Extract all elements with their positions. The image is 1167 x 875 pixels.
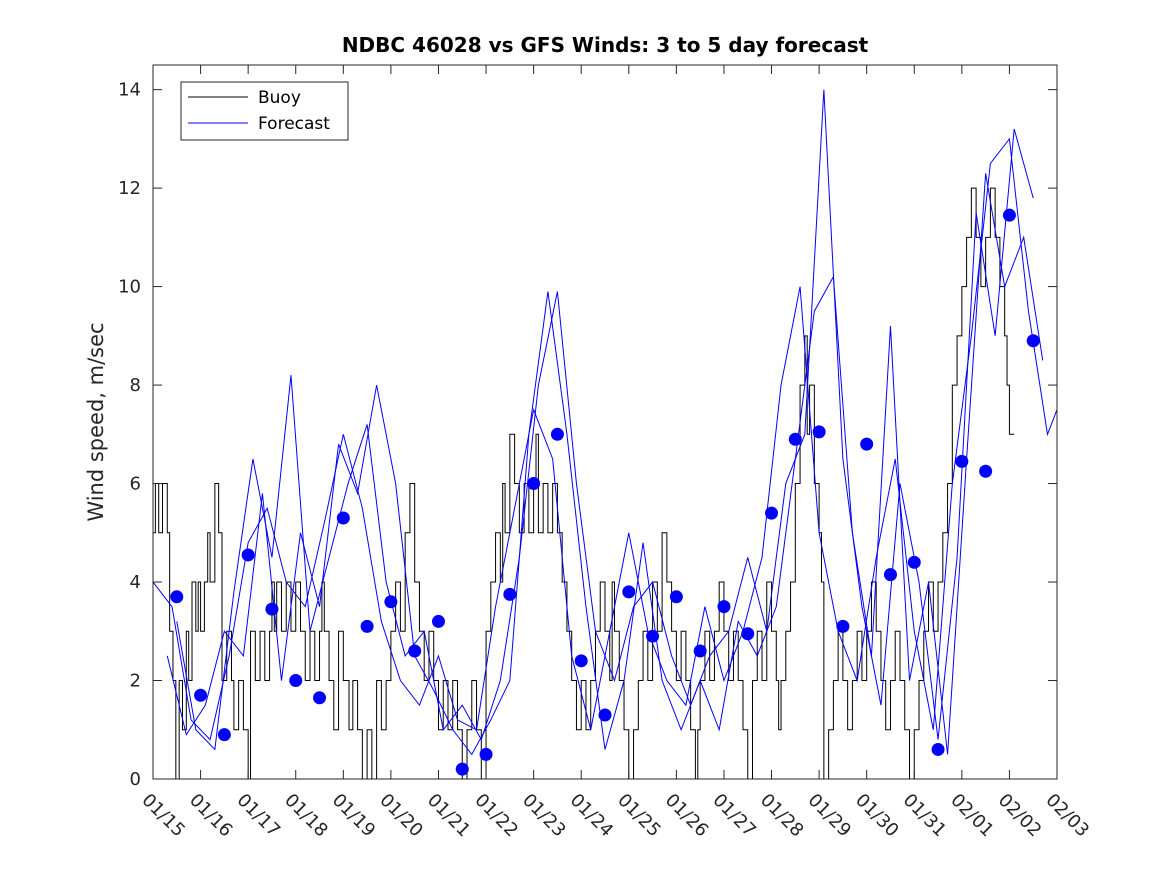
forecast-point	[765, 506, 779, 520]
y-tick-label: 8	[130, 375, 141, 396]
forecast-point	[503, 587, 517, 601]
forecast-point	[669, 590, 683, 604]
forecast-point	[360, 619, 374, 633]
forecast-point	[907, 555, 921, 569]
y-tick-label: 10	[118, 277, 141, 298]
forecast-line-2	[176, 89, 1034, 751]
forecast-point	[265, 602, 279, 616]
y-tick-label: 4	[130, 572, 141, 593]
forecast-point	[170, 590, 184, 604]
forecast-series	[152, 89, 1058, 756]
forecast-point	[455, 762, 469, 776]
y-tick-label: 14	[118, 80, 141, 101]
forecast-point	[217, 728, 231, 742]
plot-background	[153, 65, 1057, 779]
y-axis-label: Wind speed, m/sec	[84, 322, 108, 521]
buoy-line	[153, 187, 1015, 780]
forecast-point	[860, 437, 874, 451]
axes-box	[152, 64, 1058, 780]
forecast-point	[693, 644, 707, 658]
forecast-point	[384, 595, 398, 609]
forecast-point	[788, 432, 802, 446]
y-tick-label: 2	[130, 671, 141, 692]
forecast-point	[598, 708, 612, 722]
y-ticks: 0 2 4 6 8 10 12 14	[118, 80, 1057, 790]
forecast-point	[1002, 208, 1016, 222]
forecast-point	[931, 742, 945, 756]
legend-box	[180, 81, 349, 141]
forecast-point	[646, 629, 660, 643]
forecast-point	[241, 548, 255, 562]
forecast-point	[527, 477, 541, 491]
forecast-point	[836, 619, 850, 633]
legend: Buoy Forecast	[180, 81, 349, 141]
forecast-point	[289, 674, 303, 688]
legend-label-buoy: Buoy	[258, 88, 301, 108]
forecast-point	[622, 585, 636, 599]
y-tick-label: 6	[130, 474, 141, 495]
forecast-line-1	[152, 137, 1058, 741]
axes	[152, 64, 1058, 780]
forecast-line-3	[166, 173, 1044, 756]
chart-title: NDBC 46028 vs GFS Winds: 3 to 5 day fore…	[342, 33, 869, 57]
forecast-point	[479, 747, 493, 761]
forecast-point	[550, 427, 564, 441]
forecast-point	[574, 654, 588, 668]
forecast-point	[313, 691, 327, 705]
y-tick-label: 12	[118, 178, 141, 199]
forecast-point	[883, 568, 897, 582]
forecast-point	[979, 464, 993, 478]
y-tick-label: 0	[130, 769, 141, 790]
buoy-series	[153, 187, 1015, 780]
forecast-point	[408, 644, 422, 658]
forecast-markers	[170, 208, 1040, 776]
forecast-point	[717, 600, 731, 614]
forecast-point	[1026, 334, 1040, 348]
forecast-point	[812, 425, 826, 439]
forecast-point	[336, 511, 350, 525]
forecast-point	[431, 614, 445, 628]
forecast-point	[955, 454, 969, 468]
plot-area	[153, 65, 1057, 779]
forecast-point	[741, 627, 755, 641]
legend-label-forecast: Forecast	[258, 114, 330, 134]
forecast-point	[194, 688, 208, 702]
